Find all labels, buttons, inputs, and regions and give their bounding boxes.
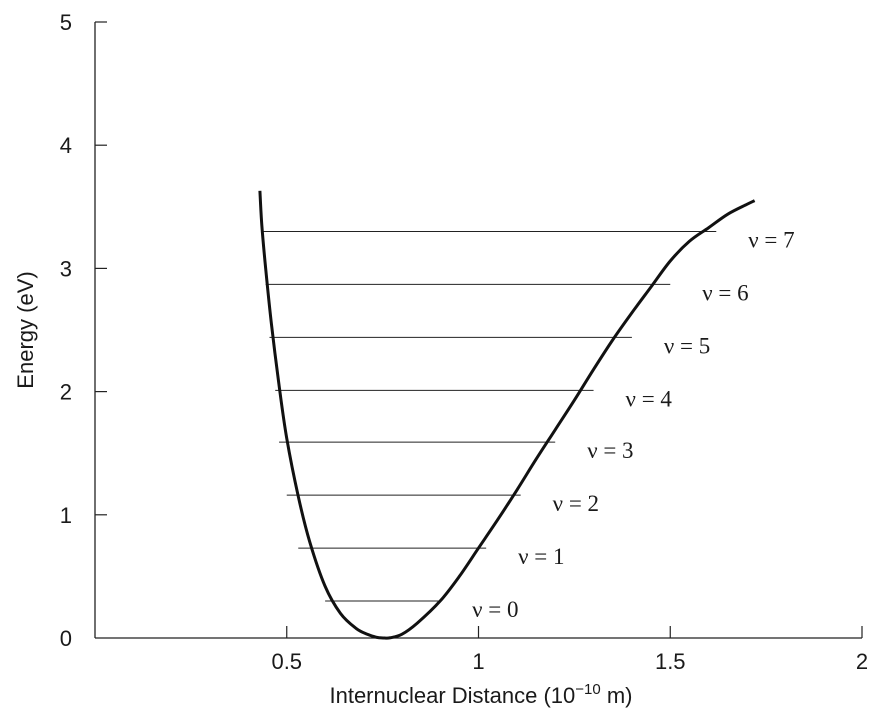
energy-level-label: ν = 1 <box>518 544 564 569</box>
ticks: 0.5 1 1.5 2 0 1 2 3 4 5 <box>60 10 868 674</box>
energy-level-label: ν = 0 <box>472 597 518 622</box>
potential-curve-group <box>258 190 756 640</box>
energy-level-label: ν = 3 <box>587 438 633 463</box>
y-tick-label: 1 <box>60 503 72 528</box>
x-axis-label-main: Internuclear Distance (10 <box>329 683 575 708</box>
potential-curve <box>258 190 756 640</box>
x-axis-label: Internuclear Distance (10−10 m) <box>329 681 632 708</box>
x-axis-label-exponent: −10 <box>575 681 600 698</box>
y-tick-label: 4 <box>60 133 72 158</box>
y-tick-label: 5 <box>60 10 72 35</box>
y-axis-label: Energy (eV) <box>13 271 38 388</box>
x-tick-label: 1.5 <box>655 649 686 674</box>
x-axis-label-unit: m) <box>601 683 633 708</box>
y-tick-label: 0 <box>60 626 72 651</box>
y-tick-label: 3 <box>60 256 72 281</box>
energy-level-label: ν = 2 <box>553 491 599 516</box>
energy-level-label: ν = 7 <box>748 227 794 252</box>
x-tick-label: 1 <box>472 649 484 674</box>
energy-levels: ν = 0 ν = 1 ν = 2 ν = 3 ν = 4 ν = 5 ν = 6 ν = 7 <box>261 227 795 622</box>
energy-level-label: ν = 6 <box>702 280 748 305</box>
y-tick-label: 2 <box>60 380 72 405</box>
energy-level-label: ν = 5 <box>664 333 710 358</box>
energy-level-label: ν = 4 <box>626 386 673 411</box>
x-tick-label: 0.5 <box>271 649 302 674</box>
x-tick-label: 2 <box>856 649 868 674</box>
